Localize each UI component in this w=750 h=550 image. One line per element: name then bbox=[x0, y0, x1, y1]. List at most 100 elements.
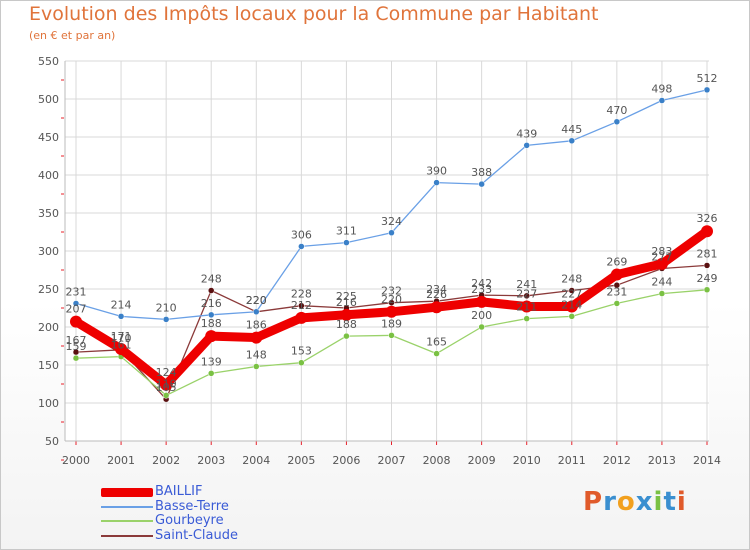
data-point-saint-claude[interactable] bbox=[613, 281, 621, 289]
data-label-baillif: 207 bbox=[66, 303, 87, 316]
data-point-gourbeyre[interactable] bbox=[523, 315, 530, 322]
data-label-saint-claude: 170 bbox=[111, 332, 132, 345]
legend-item-basse-terre[interactable]: Basse-Terre bbox=[101, 498, 361, 515]
data-point-basse-terre[interactable] bbox=[433, 179, 440, 186]
data-point-basse-terre[interactable] bbox=[207, 311, 215, 319]
y-tick-label: 150 bbox=[38, 359, 59, 372]
legend-item-saint-claude[interactable]: Saint-Claude bbox=[101, 527, 361, 544]
data-point-saint-claude[interactable] bbox=[568, 287, 576, 294]
data-point-basse-terre[interactable] bbox=[253, 308, 260, 316]
data-label-gourbeyre: 159 bbox=[66, 340, 87, 353]
legend-label-saint-claude: Saint-Claude bbox=[155, 527, 239, 543]
data-point-baillif[interactable] bbox=[70, 315, 82, 328]
data-label-saint-claude: 277 bbox=[651, 250, 672, 263]
data-point-basse-terre[interactable] bbox=[613, 118, 621, 126]
data-point-gourbeyre[interactable] bbox=[433, 350, 440, 357]
data-point-basse-terre[interactable] bbox=[117, 313, 125, 320]
data-label-baillif: 171 bbox=[111, 330, 132, 343]
data-point-baillif[interactable] bbox=[430, 301, 443, 314]
data-point-basse-terre[interactable] bbox=[298, 243, 305, 250]
data-point-gourbeyre[interactable] bbox=[343, 332, 350, 340]
data-point-gourbeyre[interactable] bbox=[253, 363, 260, 370]
data-point-baillif[interactable] bbox=[205, 330, 218, 343]
data-point-baillif[interactable] bbox=[295, 311, 308, 324]
data-point-saint-claude[interactable] bbox=[207, 287, 215, 294]
data-point-basse-terre[interactable] bbox=[343, 239, 350, 246]
series-lines bbox=[70, 86, 713, 403]
data-point-baillif[interactable] bbox=[115, 343, 128, 356]
logo-letter: i bbox=[676, 487, 687, 517]
data-label-basse-terre: 390 bbox=[426, 165, 447, 178]
legend-item-baillif[interactable]: BAILLIF bbox=[101, 484, 361, 500]
data-point-saint-claude[interactable] bbox=[298, 302, 305, 309]
data-point-gourbeyre[interactable] bbox=[478, 323, 485, 331]
legend-swatch-gourbeyre bbox=[101, 520, 153, 522]
data-point-basse-terre[interactable] bbox=[72, 300, 80, 307]
x-tick-label: 2005 bbox=[287, 454, 315, 467]
legend-label-basse-terre: Basse-Terre bbox=[155, 498, 229, 514]
data-point-baillif[interactable] bbox=[475, 295, 488, 308]
x-tick-label: 2000 bbox=[62, 454, 90, 467]
x-tick-label: 2014 bbox=[693, 454, 721, 467]
logo-letter: P bbox=[583, 487, 604, 517]
data-point-baillif[interactable] bbox=[565, 300, 578, 313]
data-label-gourbeyre: 244 bbox=[651, 276, 672, 289]
data-point-gourbeyre[interactable] bbox=[388, 332, 395, 339]
data-label-basse-terre: 311 bbox=[336, 225, 357, 238]
data-point-gourbeyre[interactable] bbox=[658, 290, 666, 297]
legend-swatch-baillif bbox=[101, 488, 153, 497]
data-point-basse-terre[interactable] bbox=[703, 86, 711, 94]
chart-title: Evolution des Impôts locaux pour la Comm… bbox=[29, 3, 599, 25]
data-point-gourbeyre[interactable] bbox=[298, 359, 305, 366]
data-point-baillif[interactable] bbox=[340, 308, 353, 321]
data-point-saint-claude[interactable] bbox=[703, 262, 711, 269]
data-point-baillif[interactable] bbox=[655, 257, 668, 270]
data-point-baillif[interactable] bbox=[520, 300, 533, 313]
data-point-saint-claude[interactable] bbox=[523, 292, 530, 300]
y-tick-label: 550 bbox=[38, 55, 59, 68]
data-point-baillif[interactable] bbox=[250, 331, 263, 344]
data-point-gourbeyre[interactable] bbox=[207, 370, 215, 377]
logo-letter: x bbox=[635, 487, 654, 517]
data-label-basse-terre: 306 bbox=[291, 228, 312, 241]
data-label-basse-terre: 498 bbox=[651, 83, 672, 96]
legend-item-gourbeyre[interactable]: Gourbeyre bbox=[101, 513, 361, 529]
data-label-saint-claude: 242 bbox=[471, 277, 492, 290]
data-label-gourbeyre: 165 bbox=[426, 336, 447, 349]
data-label-baillif: 188 bbox=[201, 317, 222, 330]
data-point-baillif[interactable] bbox=[701, 225, 713, 238]
data-point-gourbeyre[interactable] bbox=[613, 300, 621, 307]
data-point-gourbeyre[interactable] bbox=[703, 286, 711, 294]
x-tick-label: 2012 bbox=[603, 454, 631, 467]
data-label-baillif: 233 bbox=[471, 283, 492, 296]
data-point-basse-terre[interactable] bbox=[478, 180, 485, 188]
legend-label-baillif: BAILLIF bbox=[155, 484, 203, 499]
logo-letter: t bbox=[663, 487, 677, 517]
data-point-gourbeyre[interactable] bbox=[162, 392, 170, 399]
data-point-saint-claude[interactable] bbox=[388, 299, 395, 306]
data-point-basse-terre[interactable] bbox=[658, 97, 666, 104]
data-point-basse-terre[interactable] bbox=[523, 142, 530, 149]
data-label-saint-claude: 248 bbox=[561, 273, 582, 286]
data-point-basse-terre[interactable] bbox=[388, 229, 395, 237]
data-point-gourbeyre[interactable] bbox=[568, 313, 576, 320]
data-label-baillif: 212 bbox=[291, 299, 312, 312]
x-tick-label: 2007 bbox=[378, 454, 406, 467]
data-point-basse-terre[interactable] bbox=[162, 316, 170, 323]
data-label-baillif: 227 bbox=[561, 287, 582, 300]
data-point-baillif[interactable] bbox=[160, 378, 173, 391]
data-label-baillif: 186 bbox=[246, 319, 267, 332]
y-tick-label: 350 bbox=[38, 207, 59, 220]
data-point-baillif[interactable] bbox=[385, 305, 398, 318]
data-label-saint-claude: 248 bbox=[201, 273, 222, 286]
x-tick-label: 2011 bbox=[558, 454, 586, 467]
data-label-baillif: 226 bbox=[426, 288, 447, 301]
proxiti-logo: Proxiti bbox=[583, 487, 687, 517]
data-point-baillif[interactable] bbox=[610, 268, 623, 281]
data-point-gourbeyre[interactable] bbox=[72, 354, 80, 362]
legend-label-gourbeyre: Gourbeyre bbox=[155, 513, 224, 528]
logo-letter: o bbox=[616, 487, 636, 517]
data-point-basse-terre[interactable] bbox=[568, 137, 576, 145]
x-tick-label: 2003 bbox=[197, 454, 225, 467]
